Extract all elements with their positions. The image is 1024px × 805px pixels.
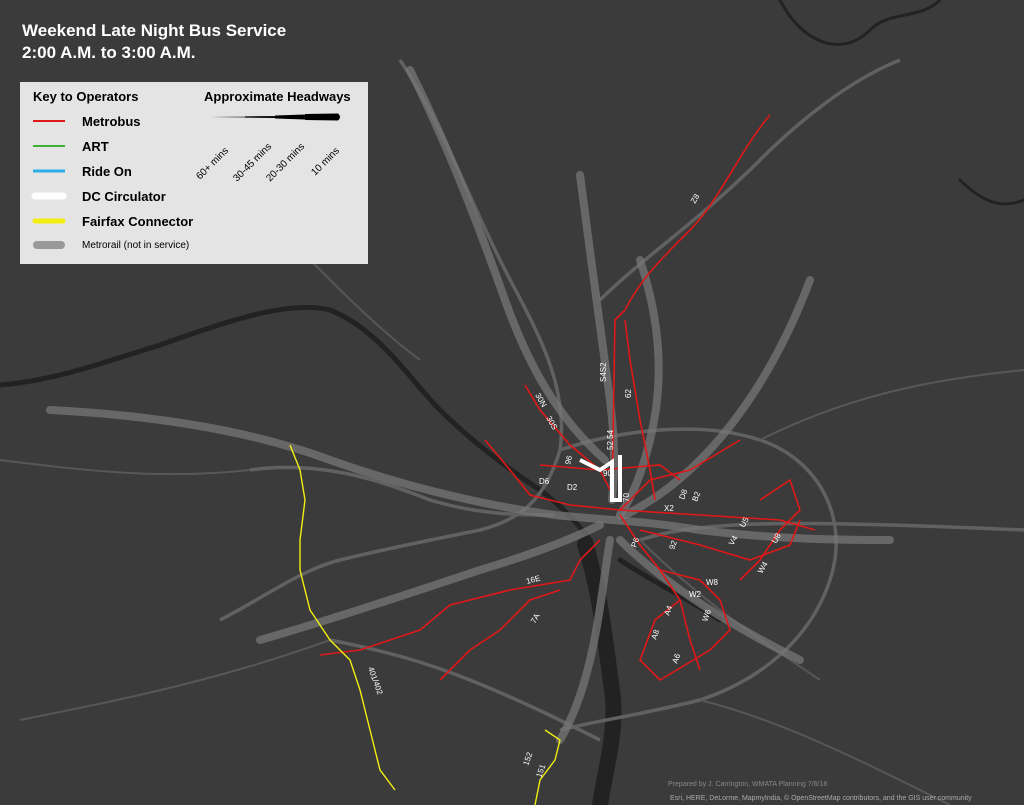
route-label: 16E [525, 574, 541, 586]
metrobus-route [524, 384, 611, 491]
metrobus-route [439, 589, 561, 681]
metrorail-green-south [616, 536, 804, 664]
route-label: 62 [624, 389, 633, 398]
headway-title: Approximate Headways [204, 89, 351, 104]
road [699, 699, 951, 805]
metrorail-silver [46, 406, 894, 544]
legend-box [20, 82, 368, 264]
headway-scale [210, 113, 340, 121]
route-label: 152 [521, 751, 534, 767]
metrorail-blue-west [256, 521, 604, 644]
road [299, 249, 421, 361]
fairfax-route [289, 444, 396, 791]
legend-item: Ride On [82, 164, 132, 179]
legend-item: Fairfax Connector [82, 214, 193, 229]
beltway-east [559, 427, 838, 732]
highway-50 [639, 521, 1024, 542]
legend-item: DC Circulator [82, 189, 166, 204]
river-ne [778, 0, 942, 46]
metrorail-yellow-south [556, 536, 614, 744]
route-label: 151 [534, 763, 547, 779]
road [19, 639, 331, 721]
metrobus-route [639, 569, 731, 682]
metrobus-route [739, 478, 801, 581]
fairfax-route [534, 729, 561, 805]
route-label: A8 [649, 628, 661, 641]
metrobus-route [319, 539, 601, 656]
metrobus-route [619, 439, 741, 511]
credit-prepared: Prepared by J. Carrington, WMATA Plannin… [668, 781, 827, 788]
route-label: B2 [690, 490, 702, 503]
route-label: A6 [670, 652, 682, 665]
road [759, 369, 1024, 441]
legend-title: Key to Operators [33, 89, 138, 104]
route-label: 96 [563, 454, 574, 465]
route-label: W2 [689, 590, 702, 599]
route-label: 92 [667, 539, 679, 551]
legend-item: ART [82, 139, 109, 154]
metrobus-route [619, 514, 701, 671]
metrobus-route [484, 439, 816, 531]
route-label: P6 [629, 536, 641, 549]
route-label: W8 [706, 578, 719, 587]
route-label: A4 [662, 604, 674, 617]
road [0, 459, 251, 476]
metrorail-green-north [616, 256, 663, 519]
metrobus-route [611, 114, 771, 501]
dc-circulator-route [579, 455, 622, 502]
map-title: Weekend Late Night Bus Service [22, 21, 286, 40]
route-label: 90 [603, 469, 612, 478]
beltway-west [219, 59, 564, 622]
route-label: 52 54 [606, 429, 615, 450]
map-subtitle: 2:00 A.M. to 3:00 A.M. [22, 43, 196, 62]
legend-item: Metrorail (not in service) [82, 240, 189, 251]
metrobus-route [639, 519, 801, 561]
route-label: X2 [664, 504, 674, 513]
highway-south [329, 638, 601, 742]
credit-sources: Esri, HERE, DeLorme, MapmyIndia, © OpenS… [670, 794, 972, 802]
metrorail-red-west [406, 66, 609, 464]
route-label: S4S2 [599, 362, 608, 382]
route-label: D2 [567, 483, 578, 492]
route-label: W6 [700, 608, 713, 623]
potomac-wide [577, 537, 622, 805]
route-label: V4 [727, 534, 740, 547]
legend-item: Metrobus [82, 114, 141, 129]
metrobus-route [539, 464, 681, 481]
highway-66 [249, 465, 556, 517]
river-e [958, 178, 1024, 206]
route-label: 70 [622, 493, 631, 502]
metrorail-orange-ne [621, 276, 814, 519]
route-label: D6 [539, 477, 550, 486]
route-label: D8 [677, 487, 689, 500]
